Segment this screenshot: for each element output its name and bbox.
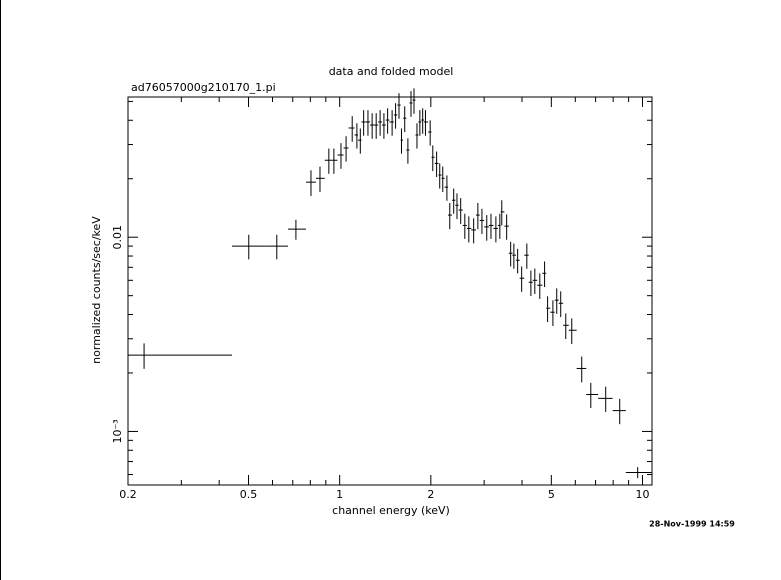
x-tick-label: 0.5 [240,488,258,501]
date-stamp: 28-Nov-1999 14:59 [649,520,735,529]
x-tick-label: 2 [427,488,434,501]
y-tick-label: 10⁻³ [111,419,124,443]
x-tick-label: 5 [548,488,555,501]
chart-subtitle: ad76057000g210170_1.pi [131,81,276,94]
x-axis-label: channel energy (keV) [332,504,450,517]
chart-title: data and folded model [329,65,454,78]
y-axis-label: normalized counts/sec/keV [90,216,103,364]
y-tick-label: 0.01 [111,225,124,250]
plot-frame [127,96,653,486]
x-tick-label: 0.2 [119,488,137,501]
x-tick-label: 1 [336,488,343,501]
x-tick-label: 10 [635,488,649,501]
